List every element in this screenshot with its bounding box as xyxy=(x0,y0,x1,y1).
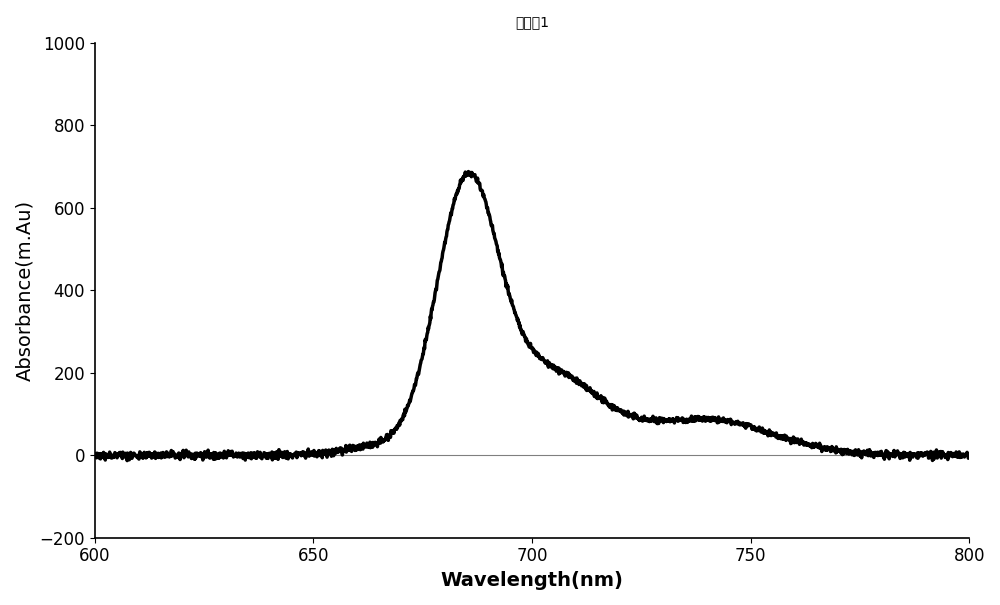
Title: 对比例1: 对比例1 xyxy=(515,15,549,29)
X-axis label: Wavelength(nm): Wavelength(nm) xyxy=(441,571,623,590)
Y-axis label: Absorbance(m.Au): Absorbance(m.Au) xyxy=(15,200,34,381)
